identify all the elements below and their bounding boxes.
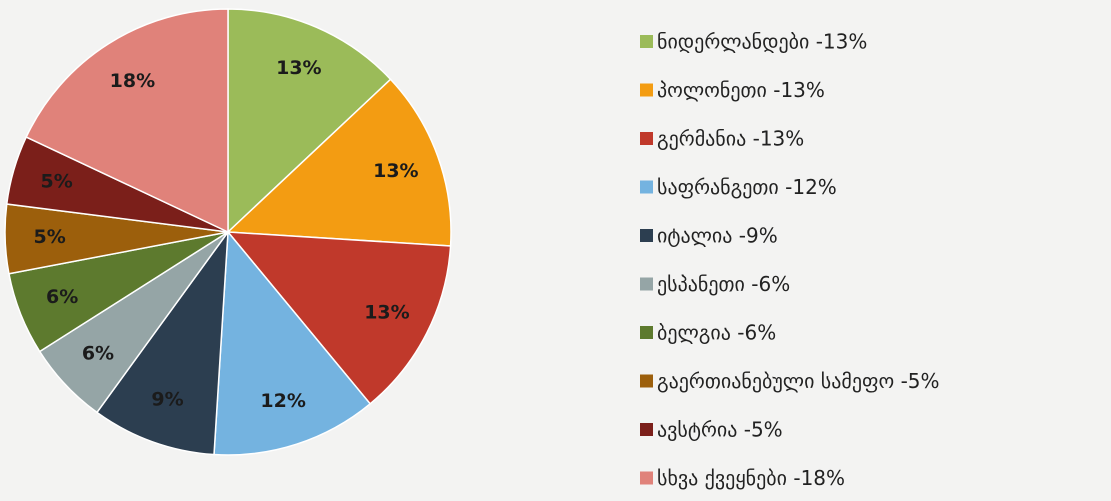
legend-swatch: [640, 35, 653, 48]
legend-label: პოლონეთი -13%: [657, 78, 825, 102]
data-label: 13%: [276, 57, 321, 79]
legend-swatch: [640, 471, 653, 485]
legend-swatch: [640, 132, 653, 145]
legend-swatch: [640, 229, 653, 242]
data-label: 6%: [82, 343, 114, 365]
legend-label: სხვა ქვეყნები -18%: [657, 466, 845, 490]
legend-swatch: [640, 423, 653, 436]
pie-slice: [213, 230, 372, 456]
data-label: 9%: [151, 388, 183, 410]
legend-swatch: [640, 326, 653, 339]
legend-label: ესპანეთი -6%: [657, 272, 790, 296]
legend-swatch: [640, 277, 653, 291]
data-label: 5%: [34, 226, 66, 248]
data-label: 13%: [364, 301, 409, 323]
legend-label: ავსტრია -5%: [657, 418, 783, 442]
pie-slice: [95, 229, 229, 456]
legend-label: გაერთიანებული სამეფო -5%: [657, 369, 940, 393]
pie-slice: [226, 78, 452, 247]
legend-label: საფრანგეთი -12%: [657, 175, 837, 199]
legend-swatch: [640, 180, 653, 194]
data-label: 13%: [373, 160, 418, 182]
data-label: 18%: [110, 70, 155, 92]
legend-label: ბელგია -6%: [657, 321, 776, 345]
legend-label: გერმანია -13%: [657, 127, 804, 151]
legend-swatch: [640, 83, 653, 97]
pie-slice: [227, 8, 392, 234]
legend-label: იტალია -9%: [657, 224, 778, 248]
pie-slice: [226, 231, 452, 405]
pie-slice: [25, 8, 229, 234]
legend-label: ნიდერლანდები -13%: [657, 30, 867, 54]
data-label: 5%: [41, 171, 73, 193]
data-label: 6%: [46, 286, 78, 308]
data-label: 12%: [260, 390, 305, 412]
legend-swatch: [640, 374, 653, 388]
